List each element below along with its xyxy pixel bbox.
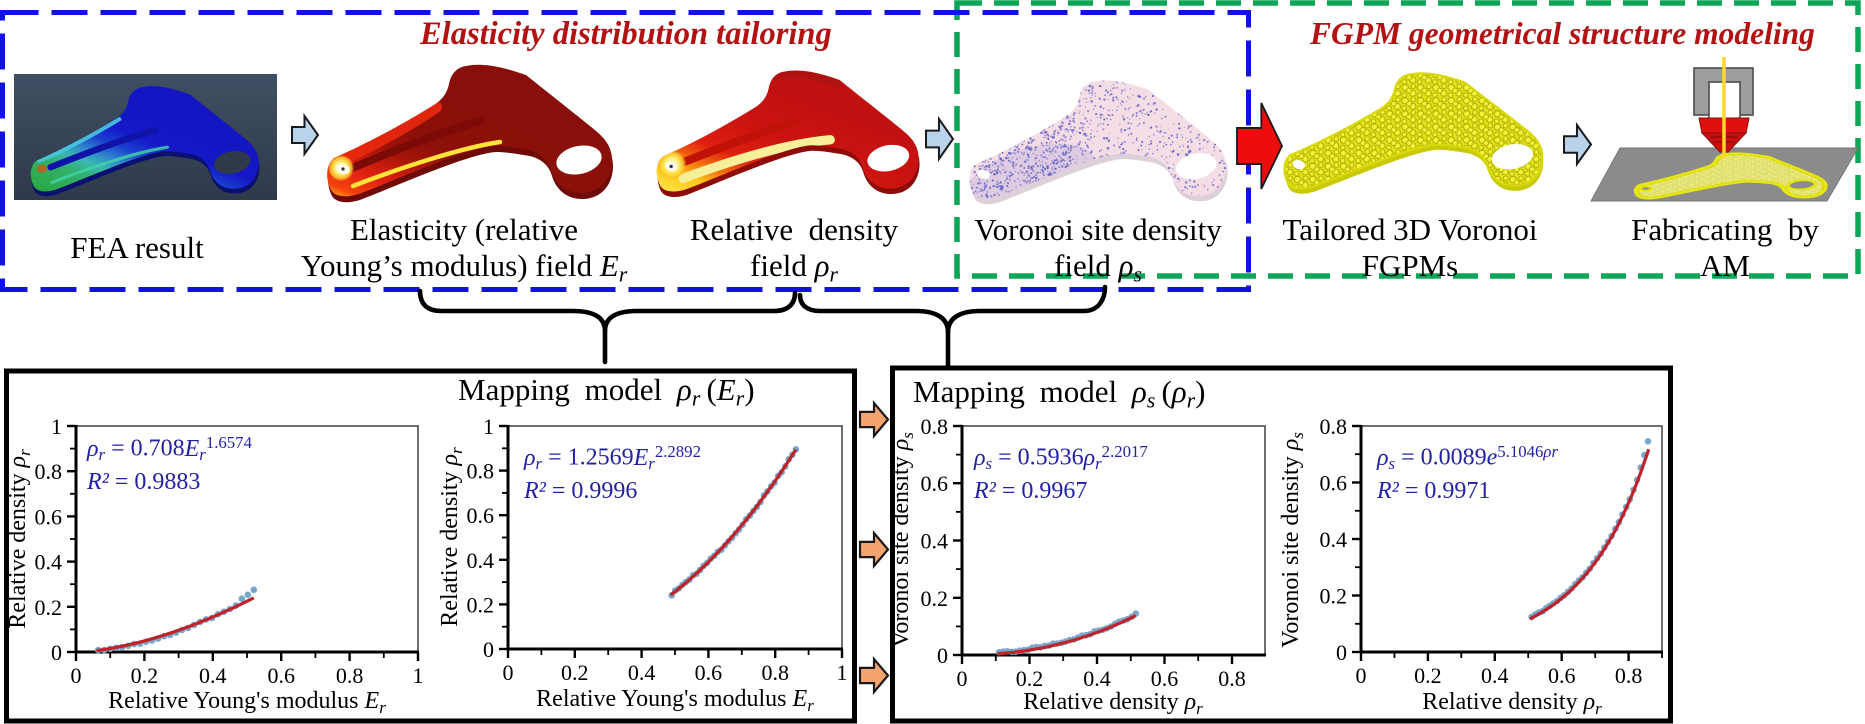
- svg-text:0.6: 0.6: [1151, 666, 1179, 691]
- svg-text:0.4: 0.4: [1481, 663, 1509, 688]
- svg-text:0.2: 0.2: [921, 586, 949, 611]
- svg-text:Relative Young's modulus Er: Relative Young's modulus Er: [108, 688, 386, 717]
- svg-text:0.8: 0.8: [35, 459, 63, 484]
- svg-text:0.8: 0.8: [1615, 663, 1643, 688]
- svg-text:Relative density ρr: Relative density ρr: [5, 449, 34, 629]
- svg-text:0.2: 0.2: [561, 660, 589, 685]
- svg-text:0: 0: [71, 663, 82, 688]
- svg-text:0.4: 0.4: [35, 550, 63, 575]
- svg-text:0.4: 0.4: [628, 660, 656, 685]
- svg-text:0.6: 0.6: [467, 503, 495, 528]
- svg-text:0.6: 0.6: [695, 660, 723, 685]
- svg-text:0: 0: [1336, 640, 1347, 665]
- svg-text:0.2: 0.2: [131, 663, 159, 688]
- svg-text:0: 0: [51, 640, 62, 665]
- svg-text:0: 0: [483, 637, 494, 662]
- svg-text:0.8: 0.8: [1218, 666, 1246, 691]
- svg-text:0.6: 0.6: [1320, 471, 1348, 496]
- svg-text:0.4: 0.4: [199, 663, 227, 688]
- svg-text:Voronoi site density ρs: Voronoi site density ρs: [1278, 432, 1307, 648]
- svg-text:1: 1: [51, 414, 62, 439]
- svg-text:0.4: 0.4: [467, 548, 495, 573]
- svg-text:0: 0: [503, 660, 514, 685]
- svg-text:Relative density ρr: Relative density ρr: [437, 447, 466, 627]
- svg-text:0.8: 0.8: [1320, 414, 1348, 439]
- svg-text:1: 1: [837, 660, 848, 685]
- svg-text:0.8: 0.8: [761, 660, 789, 685]
- svg-text:0.6: 0.6: [1548, 663, 1576, 688]
- svg-text:0.8: 0.8: [921, 414, 949, 439]
- svg-text:0.2: 0.2: [35, 595, 63, 620]
- svg-text:Relative density ρr: Relative density ρr: [1023, 689, 1203, 718]
- svg-text:0.8: 0.8: [467, 459, 495, 484]
- svg-text:0.4: 0.4: [921, 529, 949, 554]
- svg-text:0.4: 0.4: [1083, 666, 1111, 691]
- svg-text:0.2: 0.2: [1414, 663, 1442, 688]
- svg-text:0.2: 0.2: [1320, 584, 1348, 609]
- svg-text:Voronoi site density ρs: Voronoi site density ρs: [888, 432, 917, 648]
- svg-text:1: 1: [413, 663, 424, 688]
- svg-text:1: 1: [483, 414, 494, 439]
- svg-text:0: 0: [1356, 663, 1367, 688]
- svg-text:0.4: 0.4: [1320, 527, 1348, 552]
- svg-text:0.6: 0.6: [921, 471, 949, 496]
- svg-text:0.6: 0.6: [267, 663, 295, 688]
- svg-text:0: 0: [937, 643, 948, 668]
- svg-text:0.6: 0.6: [35, 504, 63, 529]
- svg-text:0.8: 0.8: [336, 663, 364, 688]
- svg-text:Relative Young's modulus Er: Relative Young's modulus Er: [536, 686, 814, 715]
- svg-text:0.2: 0.2: [1016, 666, 1044, 691]
- svg-text:0: 0: [957, 666, 968, 691]
- svg-text:0.2: 0.2: [467, 592, 495, 617]
- svg-text:Relative density ρr: Relative density ρr: [1422, 689, 1602, 718]
